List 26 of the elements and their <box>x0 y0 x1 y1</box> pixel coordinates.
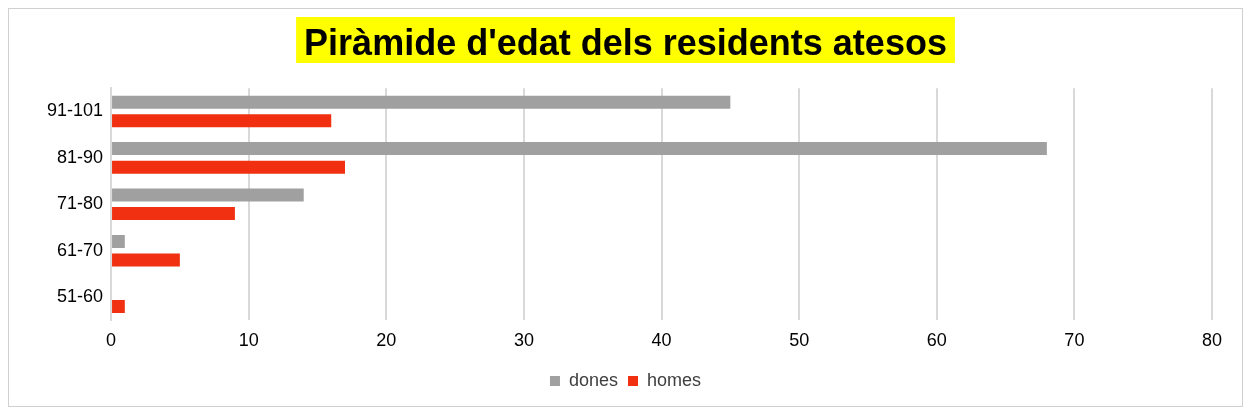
y-tick-label: 51-60 <box>57 286 104 307</box>
bar <box>112 253 180 267</box>
bar <box>112 207 235 221</box>
x-tick-label: 10 <box>238 330 259 351</box>
chart-title: Piràmide d'edat dels residents atesos <box>304 21 947 63</box>
x-tick-label: 50 <box>789 330 810 351</box>
bar <box>112 299 125 313</box>
x-tick-label: 70 <box>1064 330 1085 351</box>
y-tick-label: 91-101 <box>46 100 104 121</box>
bar <box>112 95 731 109</box>
y-tick-label: 71-80 <box>57 193 104 214</box>
x-tick-label: 60 <box>926 330 947 351</box>
legend-label: homes <box>647 369 702 390</box>
y-tick-label: 81-90 <box>57 146 104 167</box>
bar <box>112 234 125 248</box>
bar <box>112 114 332 128</box>
x-tick-label: 0 <box>106 330 117 351</box>
legend-label: dones <box>568 369 619 390</box>
bar <box>112 188 304 202</box>
bar <box>112 142 1047 156</box>
x-tick-label: 20 <box>376 330 397 351</box>
x-tick-label: 30 <box>513 330 534 351</box>
bar <box>112 160 345 174</box>
x-tick-label: 40 <box>651 330 672 351</box>
y-tick-label: 61-70 <box>57 239 104 260</box>
x-tick-label: 80 <box>1201 330 1223 351</box>
